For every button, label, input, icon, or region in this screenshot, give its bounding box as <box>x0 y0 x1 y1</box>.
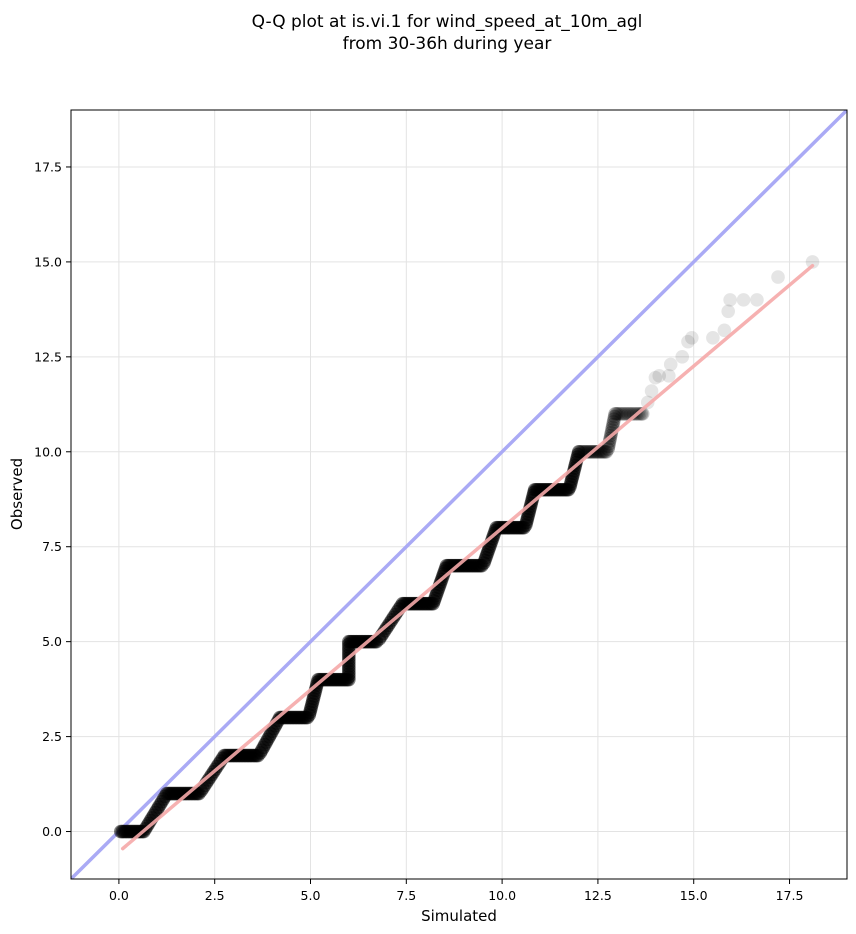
qq-tail-point <box>652 369 667 383</box>
qq-point <box>616 407 630 421</box>
y-tick-label: 7.5 <box>42 539 62 554</box>
fit-line <box>120 263 815 851</box>
reference-lines <box>71 110 847 879</box>
qq-point <box>606 417 620 432</box>
qq-point <box>607 412 621 427</box>
qq-tail-point <box>736 293 751 307</box>
y-tick-label: 2.5 <box>42 729 62 744</box>
qq-point <box>601 442 615 456</box>
qq-point <box>614 407 629 421</box>
qq-point <box>604 425 619 440</box>
x-tick-label: 10.0 <box>488 888 516 903</box>
qq-point <box>575 444 589 459</box>
grid-lines <box>71 110 847 879</box>
y-axis-ticks: 0.0 2.5 5.0 7.5 10.0 12.5 15.0 17.5 <box>34 159 71 839</box>
identity-line <box>71 110 847 879</box>
qq-point <box>609 407 624 421</box>
y-tick-label: 15.0 <box>34 254 62 269</box>
qq-point <box>634 407 649 421</box>
x-tick-label: 17.5 <box>776 888 804 903</box>
y-tick-label: 0.0 <box>42 824 62 839</box>
x-tick-label: 0.0 <box>109 888 129 903</box>
qq-point <box>607 409 622 424</box>
qq-tail-point <box>644 384 659 398</box>
x-tick-label: 2.5 <box>205 888 225 903</box>
qq-point <box>619 407 633 421</box>
y-axis-label: Observed <box>8 458 26 530</box>
chart-subtitle: from 30-36h during year <box>343 34 552 54</box>
plot-frame <box>70 109 848 880</box>
qq-tail-point <box>805 255 820 269</box>
qq-tail-point <box>685 331 699 345</box>
qq-tail-point <box>681 334 695 349</box>
x-tick-label: 7.5 <box>396 888 416 903</box>
x-tick-label: 5.0 <box>301 888 321 903</box>
qq-tail-point <box>721 304 736 319</box>
qq-point <box>612 407 627 421</box>
fit-lines <box>120 263 815 851</box>
y-tick-label: 17.5 <box>34 159 62 174</box>
qq-point <box>608 407 622 421</box>
qq-tail-point <box>663 357 678 372</box>
qq-point <box>626 407 641 421</box>
qq-tail-point <box>662 369 676 383</box>
y-tick-label: 12.5 <box>34 349 62 364</box>
qq-point <box>599 444 614 459</box>
qq-tail-point <box>648 370 663 385</box>
qq-point <box>611 407 626 421</box>
y-tick-label: 5.0 <box>42 634 62 649</box>
x-tick-label: 12.5 <box>584 888 612 903</box>
y-tick-label: 10.0 <box>34 444 62 459</box>
qq-point <box>617 407 632 421</box>
qq-tail-point <box>675 350 690 364</box>
qq-point <box>571 444 586 459</box>
qq-point <box>598 444 612 459</box>
qq-tail-point <box>717 323 732 338</box>
qq-tail-point <box>771 270 785 284</box>
chart-title: Q-Q plot at is.vi.1 for wind_speed_at_10… <box>252 12 643 32</box>
qq-tail-point <box>706 331 720 345</box>
x-axis-ticks: 0.0 2.5 5.0 7.5 10.0 12.5 15.0 17.5 <box>109 879 803 903</box>
x-axis-label: Simulated <box>421 907 497 925</box>
x-tick-label: 15.0 <box>680 888 708 903</box>
qq-tail-point <box>750 293 764 307</box>
qq-point <box>573 444 588 459</box>
qq-point <box>581 444 595 459</box>
qq-point <box>602 434 617 448</box>
qq-point <box>606 415 621 429</box>
qq-point <box>596 444 611 459</box>
qq-tail-point <box>723 293 737 307</box>
